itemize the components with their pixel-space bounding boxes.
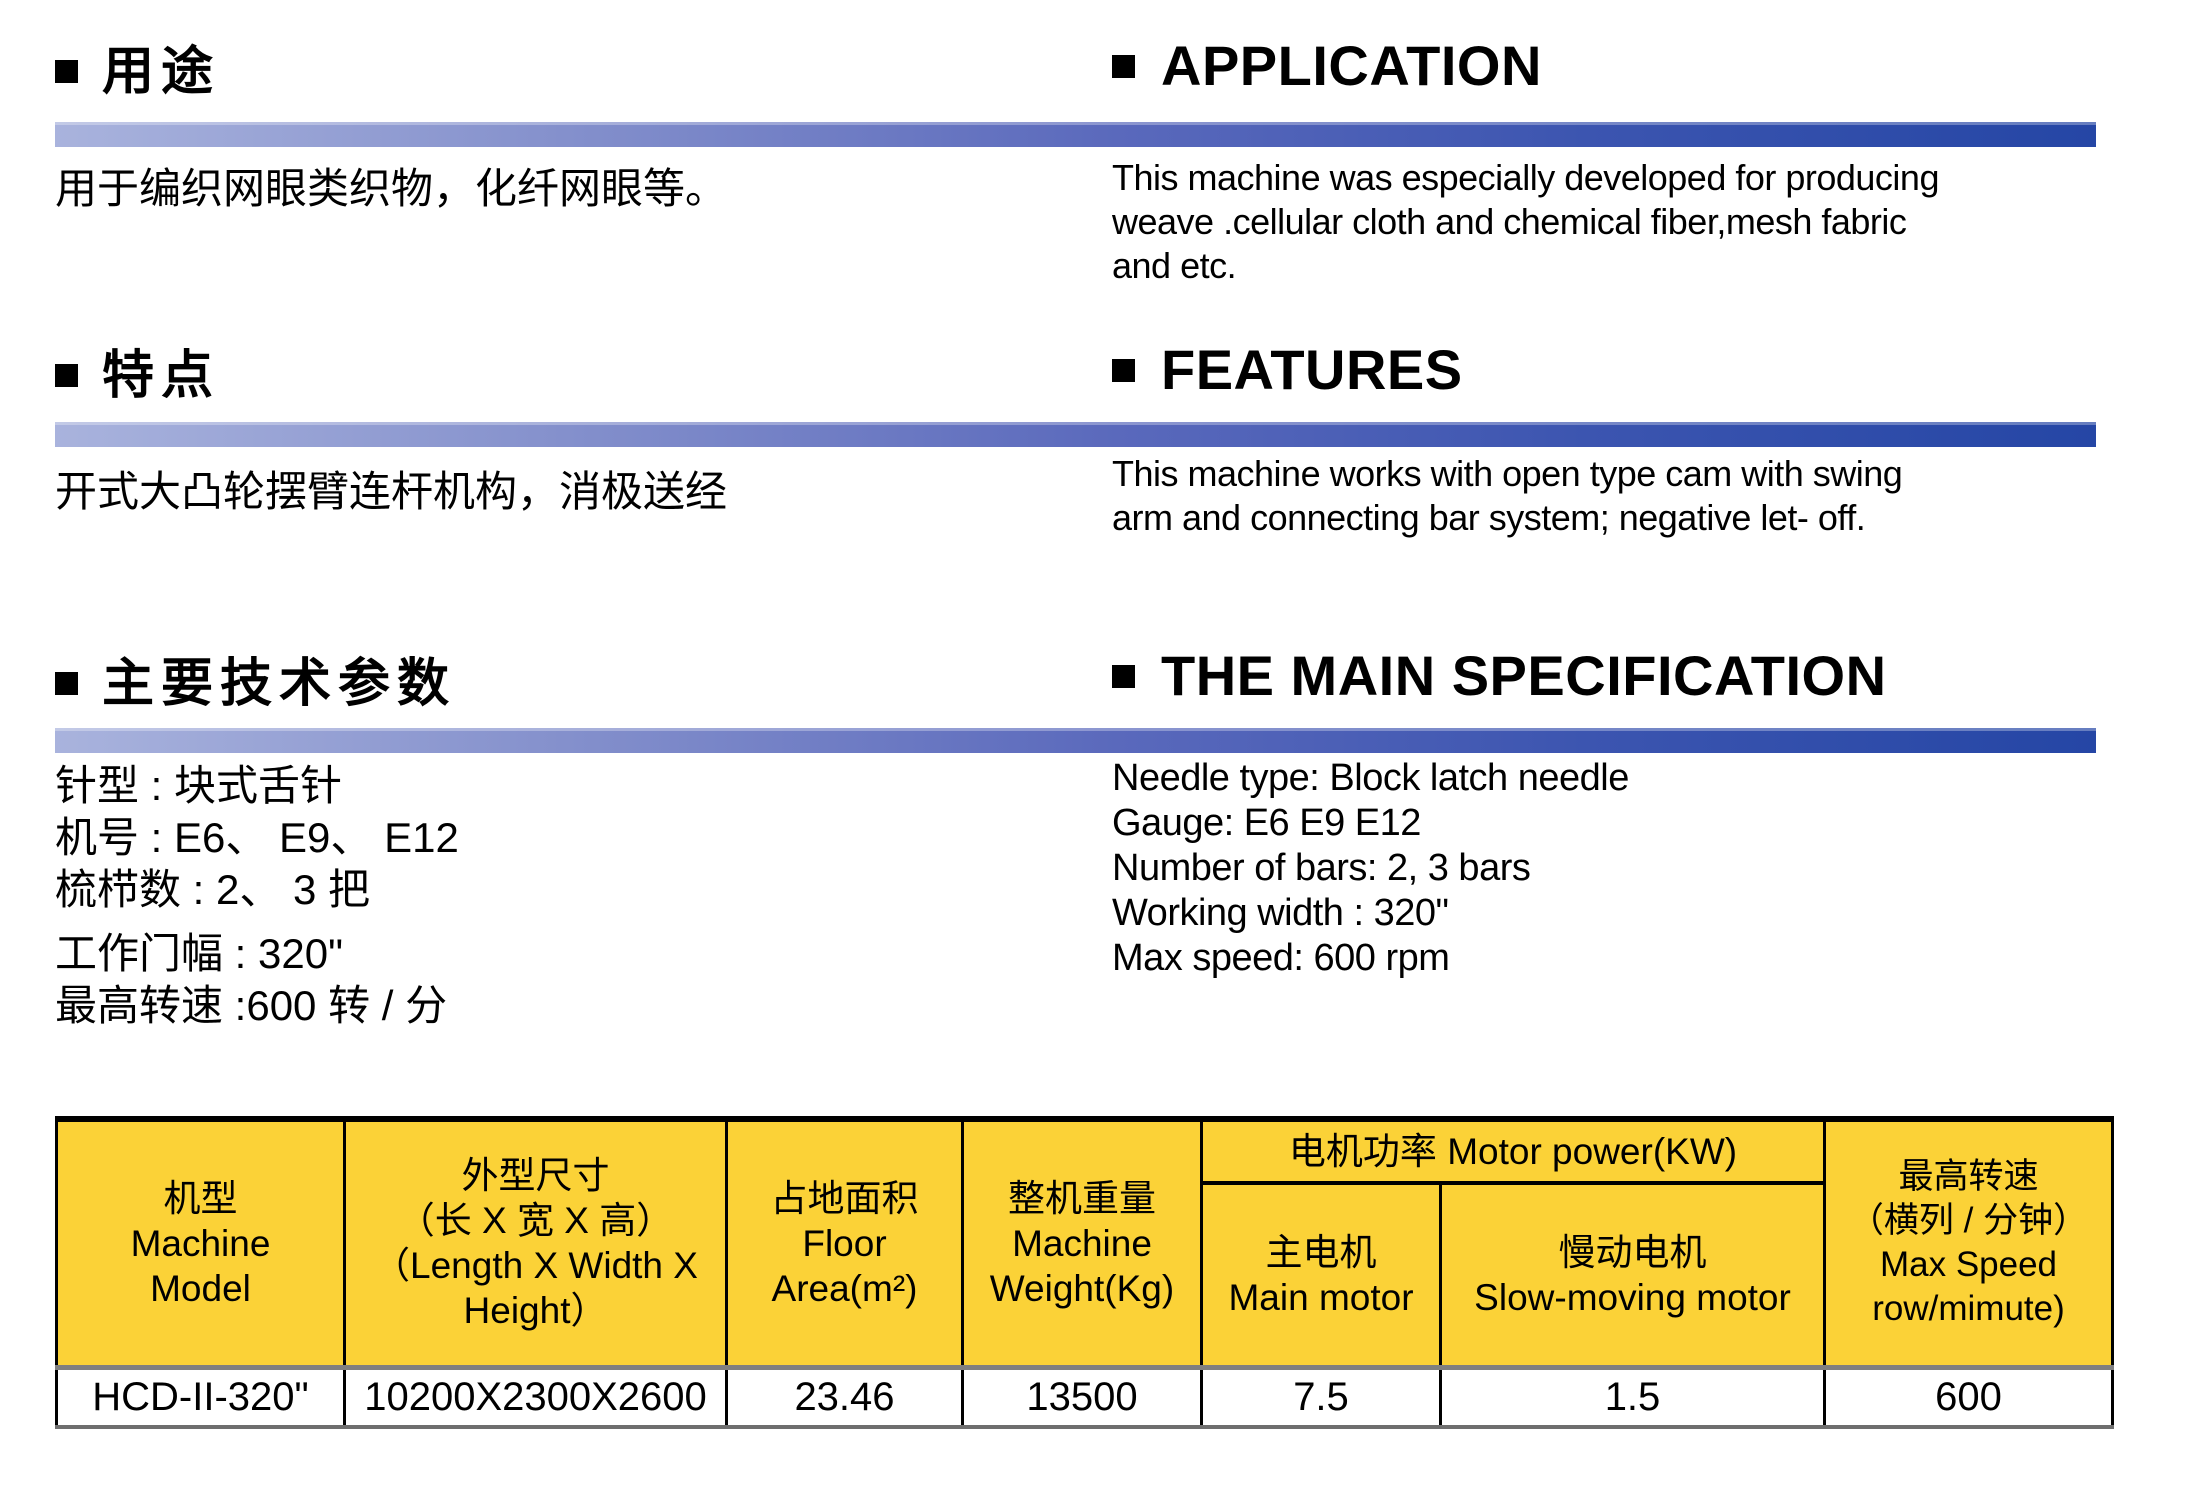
spec-list-zh-group2: 工作门幅 : 320" 最高转速 :600 转 / 分 [55, 930, 448, 1029]
features-text-en: This machine works with open type cam wi… [1112, 453, 1903, 538]
application-text-zh: 用于编织网眼类织物，化纤网眼等。 [55, 165, 728, 212]
section-title-en: APPLICATION [1161, 34, 1542, 97]
section-title-zh: 特点 [102, 347, 221, 405]
header-floor-area: 占地面积 Floor Area(m²) [725, 1119, 963, 1367]
section-application-en-heading: APPLICATION [1112, 38, 1542, 94]
square-bullet-icon [1112, 358, 1135, 382]
header-machine-model: 机型 Machine Model [55, 1119, 345, 1367]
header-max-speed: 最高转速 （横列 / 分钟） Max Speed row/mimute) [1823, 1119, 2113, 1367]
application-text-en: This machine was especially developed fo… [1112, 157, 1939, 286]
table-header-row-top: 机型 Machine Model 外型尺寸 （长 X 宽 X 高） （Lengt… [55, 1119, 2113, 1367]
cell-main-motor: 7.5 [1200, 1364, 1441, 1427]
spec-list-zh-group1: 针型 : 块式舌针 机号 : E6、 E9、 E12 梳栉数 : 2、 3 把 [55, 762, 459, 913]
header-machine-weight: 整机重量 Machine Weight(Kg) [961, 1119, 1202, 1367]
header-motor-power: 电机功率 Motor power(KW) [1200, 1119, 1825, 1185]
cell-machine-model: HCD-II-320" [55, 1364, 345, 1427]
spec-list-en: Needle type: Block latch needle Gauge: E… [1112, 757, 1629, 979]
square-bullet-icon [55, 671, 78, 695]
cell-slow-motor: 1.5 [1439, 1364, 1825, 1427]
square-bullet-icon [1112, 664, 1135, 688]
table-header-row-sub: 主电机 Main motor 慢动电机 Slow-moving motor [57, 1183, 2113, 1367]
cell-dimensions: 10200X2300X2600 [343, 1364, 727, 1427]
section-title-en: FEATURES [1161, 338, 1463, 401]
features-text-zh: 开式大凸轮摆臂连杆机构，消极送经 [55, 468, 728, 515]
table-data-row: HCD-II-320" 10200X2300X2600 23.46 13500 … [55, 1364, 2113, 1427]
header-dimensions: 外型尺寸 （长 X 宽 X 高） （Length X Width X Heigh… [343, 1119, 727, 1367]
cell-floor-area: 23.46 [725, 1364, 963, 1427]
square-bullet-icon [1112, 54, 1135, 78]
header-main-motor: 主电机 Main motor [1200, 1183, 1441, 1367]
section-title-en: THE MAIN SPECIFICATION [1161, 644, 1887, 707]
section-features-en-heading: FEATURES [1112, 342, 1463, 398]
cell-max-speed: 600 [1823, 1364, 2113, 1427]
section-specification-en-heading: THE MAIN SPECIFICATION [1112, 648, 1887, 704]
square-bullet-icon [55, 363, 78, 387]
section-application-zh-heading: 用途 [55, 44, 220, 98]
section-specification-zh-heading: 主要技术参数 [55, 656, 456, 710]
cell-machine-weight: 13500 [961, 1364, 1202, 1427]
header-slow-motor: 慢动电机 Slow-moving motor [1439, 1183, 1825, 1367]
gradient-divider-bar [55, 422, 2096, 447]
gradient-divider-bar [55, 122, 2096, 147]
section-title-zh: 用途 [102, 43, 221, 101]
specification-table: 机型 Machine Model 外型尺寸 （长 X 宽 X 高） （Lengt… [55, 1116, 2114, 1429]
gradient-divider-bar [55, 728, 2096, 753]
square-bullet-icon [55, 59, 78, 83]
section-title-zh: 主要技术参数 [102, 655, 457, 713]
section-features-zh-heading: 特点 [55, 348, 220, 402]
